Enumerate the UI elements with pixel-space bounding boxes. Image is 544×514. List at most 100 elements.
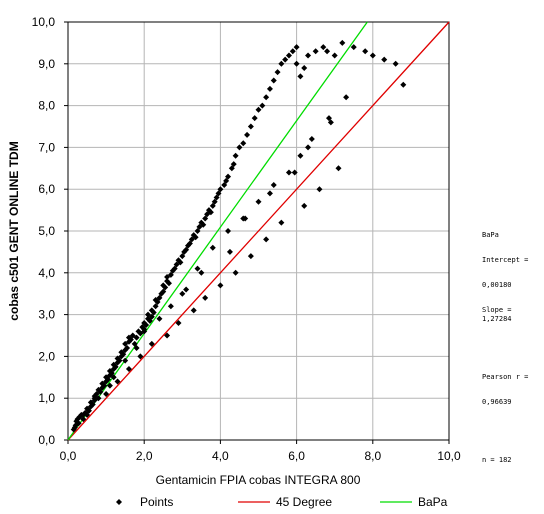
data-point [270,77,277,84]
data-point [131,340,138,347]
data-point [225,228,232,234]
data-point [85,407,92,414]
data-point [255,198,262,205]
data-point [209,202,216,209]
data-point [152,303,159,310]
data-point [156,315,163,322]
data-point [194,228,201,234]
data-point [133,334,140,341]
data-point [392,60,399,67]
data-point [213,194,220,201]
y-tick-label: 2,0 [38,349,55,363]
x-tick-label: 0,0 [60,449,77,463]
data-point [165,280,172,287]
y-tick-label: 8,0 [38,99,55,113]
data-point [335,165,342,172]
legend-marker-points [116,499,122,505]
data-point [293,60,300,67]
data-point [301,202,308,209]
data-point [186,240,193,247]
data-point [146,317,153,324]
data-point [285,52,292,59]
data-point [240,140,247,147]
data-point [236,144,243,151]
data-point [164,332,171,339]
data-point [75,420,82,427]
data-point [167,271,174,278]
data-point [226,248,233,255]
data-point [133,345,140,352]
y-tick-label: 9,0 [38,57,55,71]
data-point [143,322,150,329]
stats-slope: Slope = 1,27284 [482,306,516,323]
data-point [192,234,199,241]
data-point [106,382,113,389]
data-point [308,136,315,143]
data-point [177,259,184,266]
data-point [124,345,131,352]
data-point [320,44,327,51]
data-point [112,363,119,370]
data-point [223,177,230,184]
stats-n: n = 182 [482,456,512,465]
regression-stats-box: BaPa Intercept = 0,00180 Slope = 1,27284… [482,214,544,481]
data-point [339,39,346,46]
y-tick-label: 7,0 [38,140,55,154]
data-point [127,336,134,343]
stats-intercept-value: 0,00180 [482,281,512,290]
data-point [278,60,285,67]
data-point [343,94,350,101]
data-point [209,244,216,251]
data-point [217,282,224,289]
stats-pearson-value: 0,96639 [482,398,512,407]
data-point [183,246,190,253]
data-point [97,388,104,395]
y-axis-ticks: 0,0 1,0 2,0 3,0 4,0 5,0 6,0 7,0 8,0 9,0 10,0 [32,15,68,447]
y-tick-label: 1,0 [38,391,55,405]
data-point [282,56,289,63]
data-point [211,198,218,205]
data-point [242,215,249,222]
data-point [120,351,127,358]
data-point [110,374,117,381]
y-tick-label: 3,0 [38,308,55,322]
data-point [232,269,239,276]
legend-item-45-degree: 45 Degree [238,495,332,509]
data-point [381,56,388,63]
data-point [274,69,281,76]
x-tick-label: 8,0 [364,449,381,463]
data-point [194,265,201,272]
data-point [221,182,228,189]
legend: Points 45 Degree BaPa [116,495,448,509]
data-point [198,269,205,276]
data-point [255,106,262,113]
x-axis-ticks: 0,0 2,0 4,0 6,0 8,0 10,0 [60,440,461,463]
data-point [325,115,332,122]
data-point [362,48,369,55]
data-point [207,209,214,216]
data-point [179,253,186,260]
data-point [91,395,98,402]
data-point [291,169,298,176]
data-point [122,357,129,364]
data-point [278,219,285,226]
data-point [263,94,270,101]
data-point [84,411,91,418]
data-point [202,294,209,301]
legend-label-bapa: BaPa [418,495,448,509]
data-point [200,221,207,228]
data-point [108,370,115,377]
regression-line [67,21,368,441]
data-point [141,328,148,335]
data-point [154,299,161,306]
data-point [244,131,251,138]
data-point [167,303,174,310]
y-tick-label: 6,0 [38,182,55,196]
data-point [103,391,110,398]
data-point [179,290,186,297]
y-tick-label: 10,0 [32,15,56,29]
data-point [301,64,308,71]
data-point [125,365,132,372]
